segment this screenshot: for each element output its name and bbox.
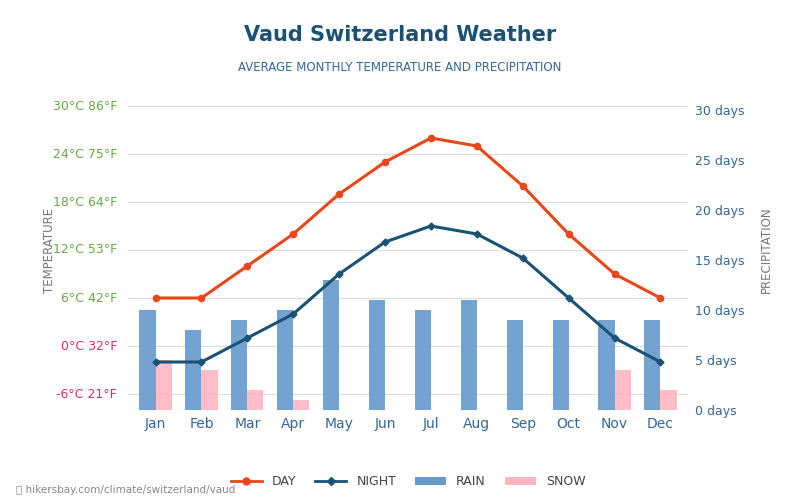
- Bar: [644, 320, 661, 410]
- Bar: [506, 320, 522, 410]
- Bar: [231, 320, 247, 410]
- Text: TEMPERATURE: TEMPERATURE: [43, 208, 56, 292]
- Bar: [277, 310, 294, 410]
- Text: 30°C 86°F: 30°C 86°F: [53, 100, 117, 112]
- Bar: [202, 370, 218, 410]
- Bar: [294, 400, 310, 410]
- Text: 6°C 42°F: 6°C 42°F: [61, 292, 117, 304]
- Bar: [369, 300, 385, 410]
- Text: 0°C 32°F: 0°C 32°F: [61, 340, 117, 352]
- Bar: [614, 370, 630, 410]
- Bar: [139, 310, 155, 410]
- Text: -6°C 21°F: -6°C 21°F: [56, 388, 117, 400]
- Text: 📍 hikersbay.com/climate/switzerland/vaud: 📍 hikersbay.com/climate/switzerland/vaud: [16, 485, 235, 495]
- Bar: [415, 310, 431, 410]
- Text: Vaud Switzerland Weather: Vaud Switzerland Weather: [244, 25, 556, 45]
- Legend: DAY, NIGHT, RAIN, SNOW: DAY, NIGHT, RAIN, SNOW: [226, 470, 590, 494]
- Bar: [155, 360, 172, 410]
- Bar: [661, 390, 677, 410]
- Bar: [598, 320, 614, 410]
- Text: PRECIPITATION: PRECIPITATION: [760, 206, 773, 294]
- Bar: [553, 320, 569, 410]
- Bar: [323, 280, 339, 410]
- Text: 18°C 64°F: 18°C 64°F: [53, 196, 117, 208]
- Text: AVERAGE MONTHLY TEMPERATURE AND PRECIPITATION: AVERAGE MONTHLY TEMPERATURE AND PRECIPIT…: [238, 61, 562, 74]
- Text: 12°C 53°F: 12°C 53°F: [53, 244, 117, 256]
- Bar: [461, 300, 477, 410]
- Bar: [186, 330, 202, 410]
- Bar: [247, 390, 263, 410]
- Text: 24°C 75°F: 24°C 75°F: [53, 148, 117, 160]
